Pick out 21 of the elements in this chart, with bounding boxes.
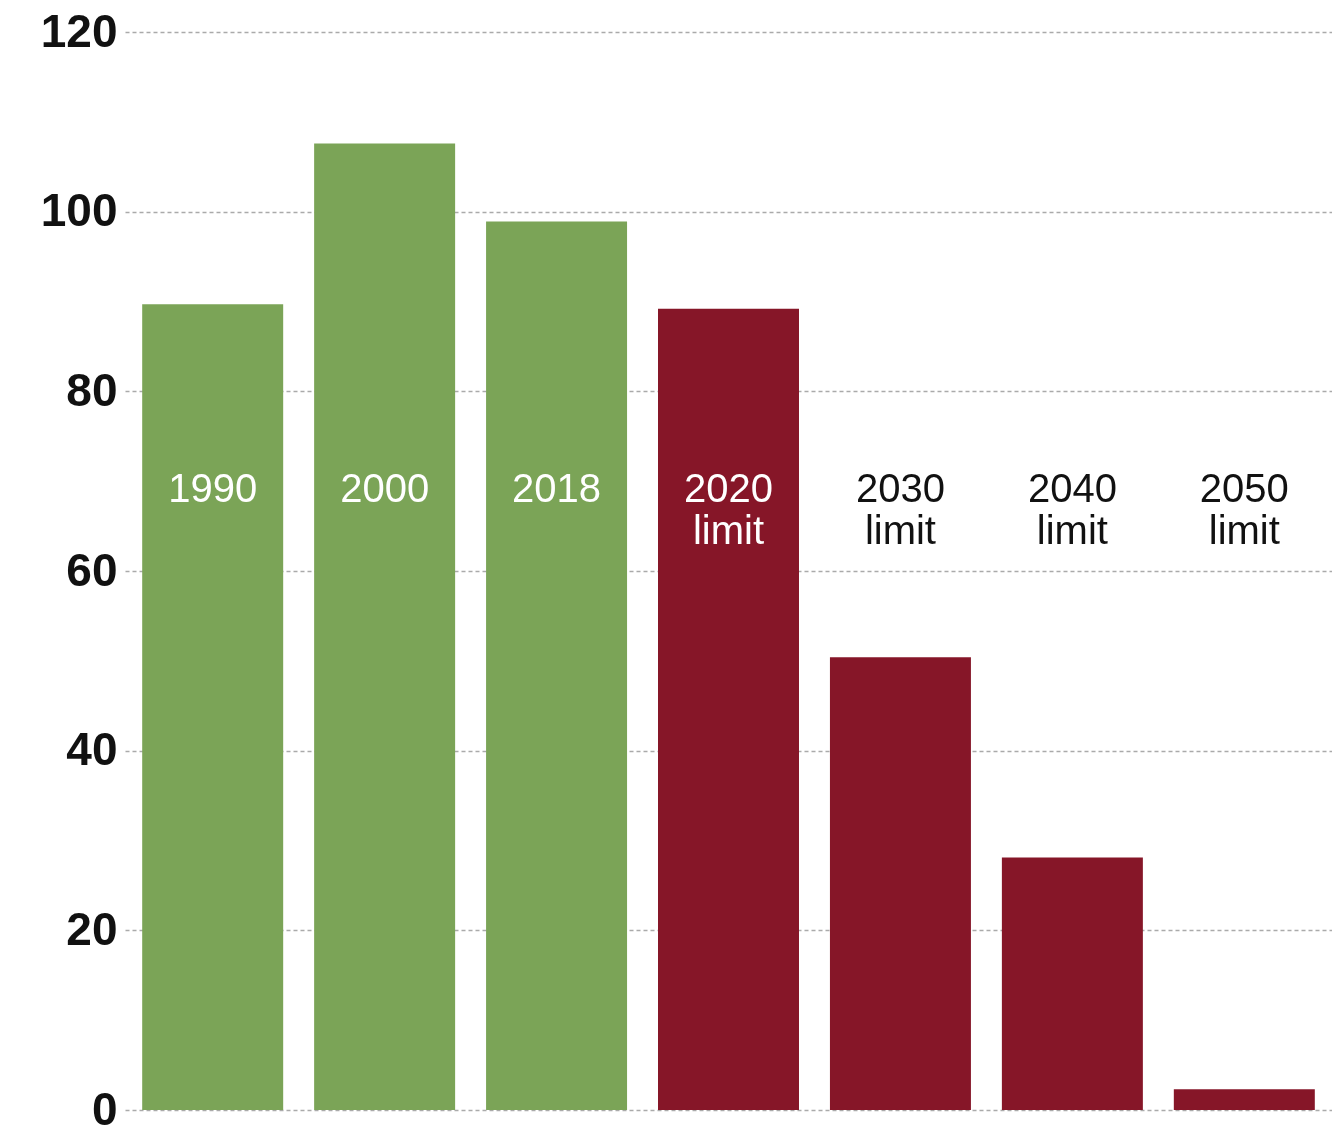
bar — [314, 143, 456, 1110]
bar — [142, 304, 284, 1110]
y-tick-label: 0 — [91, 1082, 118, 1131]
x-tick-label: 2030 limit — [855, 466, 945, 552]
y-tick-label: 120 — [40, 4, 118, 57]
x-tick-label: 2000 — [340, 466, 430, 510]
bar — [1001, 857, 1143, 1110]
y-tick-label: 100 — [40, 184, 118, 237]
x-tick-label: 1990 — [168, 466, 258, 510]
bar — [829, 657, 971, 1110]
y-tick-label: 80 — [66, 363, 118, 416]
x-tick-label: 2050 limit — [1199, 466, 1289, 552]
bar — [658, 308, 799, 1110]
bar — [486, 221, 628, 1110]
y-tick-label: 60 — [66, 543, 118, 596]
x-tick-label: 2040 limit — [1027, 466, 1117, 552]
y-tick-label: 20 — [66, 902, 118, 955]
x-tick-label: 2020 limit — [684, 466, 773, 552]
bar — [1173, 1089, 1315, 1110]
y-tick-label: 40 — [66, 723, 118, 776]
x-tick-label: 2018 — [512, 466, 602, 510]
